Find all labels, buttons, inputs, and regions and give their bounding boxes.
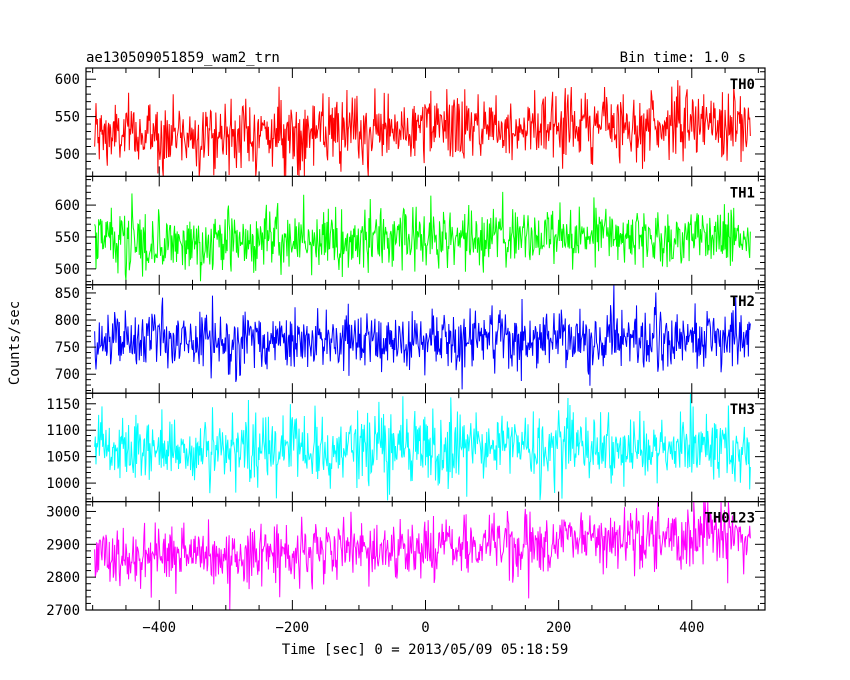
chart-title: ae130509051859_wam2_trn — [86, 50, 280, 66]
y-tick-label: 1050 — [46, 450, 80, 466]
bin-time-label: Bin time: 1.0 s — [620, 50, 746, 66]
y-tick-label: 600 — [55, 198, 80, 214]
y-tick-label: 1100 — [46, 423, 80, 439]
y-tick-label: 750 — [55, 340, 80, 356]
x-axis-title: Time [sec] 0 = 2013/05/09 05:18:59 — [282, 642, 569, 658]
y-tick-label: 1150 — [46, 397, 80, 413]
series-line-th0123 — [94, 501, 751, 611]
y-tick-label: 2800 — [46, 570, 80, 586]
x-tick-label: 200 — [546, 620, 571, 636]
y-tick-label: 600 — [55, 72, 80, 88]
x-tick-label: −200 — [276, 620, 310, 636]
panel-th3: 1000 1050 1100 1150 TH3 — [46, 392, 766, 503]
panel-label-th2: TH2 — [730, 294, 755, 310]
panel-label-th1: TH1 — [730, 185, 755, 201]
series-line-th1 — [94, 191, 751, 282]
x-tick-label: −400 — [142, 620, 176, 636]
panel-th0123: 2700 2800 2900 3000 TH0123 — [46, 501, 766, 619]
x-tick-label: 400 — [679, 620, 704, 636]
y-tick-label: 3000 — [46, 504, 80, 520]
x-axis: −400 −200 0 200 400 — [92, 68, 759, 636]
series-line-th3 — [94, 393, 751, 501]
panel-label-th3: TH3 — [730, 402, 755, 418]
panel-label-th0: TH0 — [730, 77, 755, 93]
x-tick-label: 0 — [421, 620, 429, 636]
panel-th0: 500 550 600 TH0 — [55, 67, 766, 178]
y-tick-label: 500 — [55, 147, 80, 163]
panel-th1: 500 550 600 TH1 — [55, 175, 766, 286]
y-tick-label: 800 — [55, 313, 80, 329]
panel-frame — [85, 67, 766, 178]
y-tick-label: 550 — [55, 230, 80, 246]
y-tick-label: 500 — [55, 262, 80, 278]
y-tick-label: 2700 — [46, 603, 80, 619]
y-tick-label: 550 — [55, 110, 80, 126]
series-line-th2 — [94, 284, 751, 390]
y-tick-label: 700 — [55, 367, 80, 383]
y-axis-title: Counts/sec — [7, 301, 23, 385]
panel-frame — [85, 175, 766, 286]
panel-label-th0123: TH0123 — [704, 511, 755, 527]
y-tick-label: 2900 — [46, 537, 80, 553]
series-line-th0 — [94, 80, 751, 177]
panel-th2: 700 750 800 850 TH2 — [55, 284, 766, 394]
panels-group: 500 550 600 TH0 500 550 600 TH1 700 750 800 850 TH2 1… — [46, 67, 766, 619]
y-tick-label: 850 — [55, 286, 80, 302]
y-tick-label: 1000 — [46, 476, 80, 492]
